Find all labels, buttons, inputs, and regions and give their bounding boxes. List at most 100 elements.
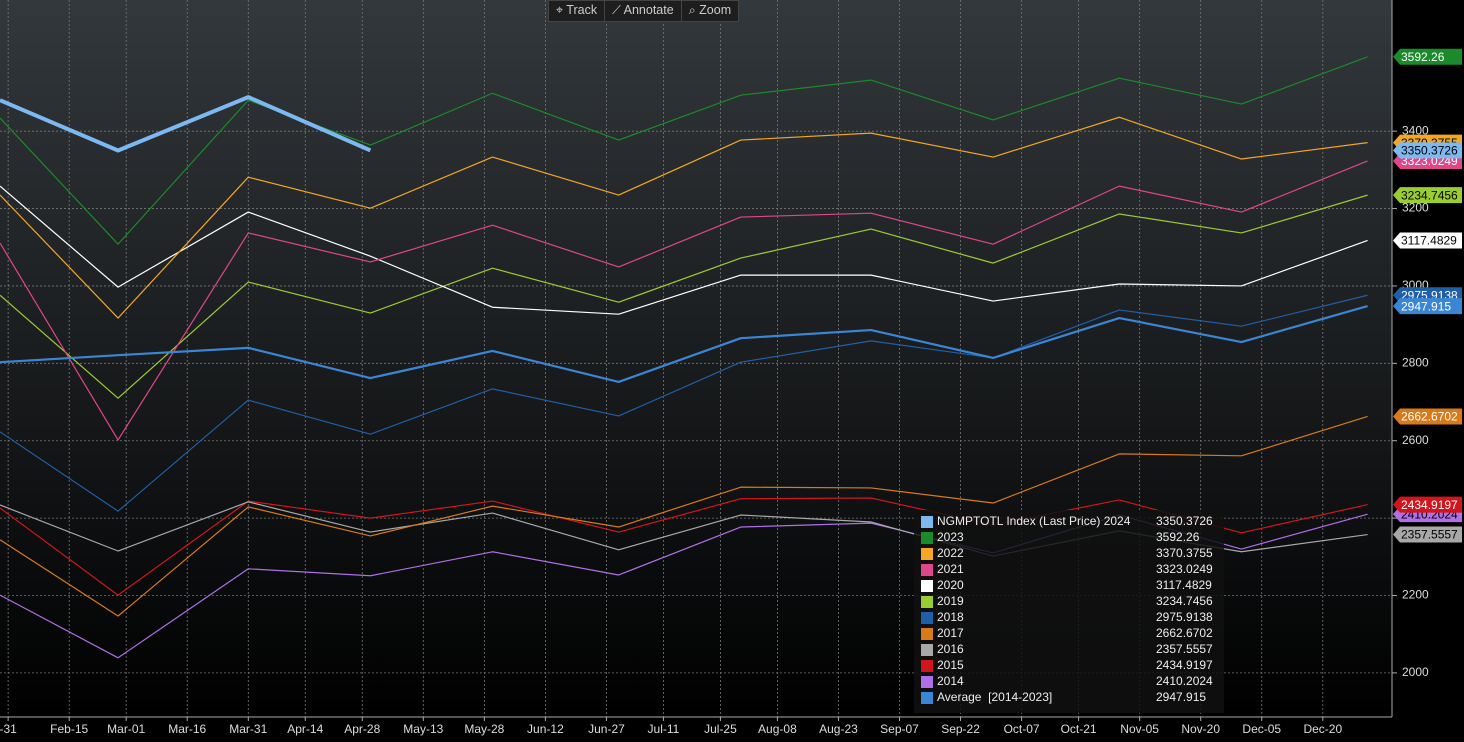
value-tag: [1393, 187, 1462, 204]
axis-background: [0, 717, 1392, 742]
legend-swatch: [921, 660, 933, 672]
x-tick-label: Jul-11: [648, 722, 680, 736]
legend-background: [914, 510, 1224, 713]
value-tag: [1393, 232, 1462, 249]
value-tag-label: 3592.26: [1401, 50, 1445, 64]
series-line: [0, 95, 372, 153]
legend-label: 2018: [937, 610, 964, 624]
legend-value: 2357.5557: [1156, 642, 1213, 656]
legend-value: 3350.3726: [1156, 514, 1213, 528]
x-tick-label: Mar-31: [229, 722, 267, 736]
series-line: [0, 160, 1368, 441]
toolbar: ⌖ Track ⟋ Annotate ⌕ Zoom: [548, 0, 740, 22]
legend-swatch: [921, 628, 933, 640]
y-tick-label: 2600: [1402, 433, 1429, 447]
x-tick-label: Jun-12: [527, 722, 564, 736]
x-tick-label: May-13: [403, 722, 443, 736]
series-line: [0, 185, 1368, 315]
legend-swatch: [921, 580, 933, 592]
legend-label: NGMPTOTL Index (Last Price) 2024: [937, 514, 1131, 528]
x-tick-label: Feb-15: [50, 722, 88, 736]
legend-value: 2410.2024: [1156, 674, 1213, 688]
legend-swatch: [921, 644, 933, 656]
legend-swatch: [921, 564, 933, 576]
legend-label: 2023: [937, 530, 964, 544]
x-tick-label: Oct-07: [1004, 722, 1040, 736]
legend-swatch: [921, 516, 933, 528]
legend-value: 3370.3755: [1156, 546, 1213, 560]
x-tick-label: Nov-20: [1181, 722, 1220, 736]
series-line: [0, 116, 1368, 319]
value-tag-label: 2662.6702: [1401, 410, 1458, 424]
series-line: [0, 294, 1368, 512]
x-tick-label: Dec-05: [1242, 722, 1281, 736]
zoom-label: Zoom: [699, 3, 732, 17]
zoom-button[interactable]: ⌕ Zoom: [688, 3, 732, 17]
series-line: [0, 415, 1368, 617]
y-tick-label: 3400: [1402, 123, 1429, 137]
value-tag-label: 3117.4829: [1401, 234, 1457, 248]
legend-value: 3592.26: [1156, 530, 1200, 544]
value-tag-label: 2357.5557: [1401, 528, 1458, 542]
series-line: [0, 305, 1368, 384]
x-tick-label: -31: [0, 722, 17, 736]
legend-swatch: [921, 548, 933, 560]
series-line: [0, 497, 1368, 596]
legend-label: 2022: [937, 546, 964, 560]
x-tick-label: May-28: [464, 722, 504, 736]
x-tick-label: Oct-21: [1061, 722, 1097, 736]
legend-swatch: [921, 612, 933, 624]
x-tick-label: Aug-08: [758, 722, 797, 736]
annotate-label: Annotate: [623, 3, 674, 17]
value-tag: [1393, 526, 1462, 543]
legend-value: 2947.915: [1156, 690, 1206, 704]
legend: NGMPTOTL Index (Last Price) 2024 3350.372…: [914, 510, 1224, 713]
legend-label: 2015: [937, 658, 964, 672]
legend-value: 3234.7456: [1156, 594, 1213, 608]
x-tick-label: Sep-22: [941, 722, 980, 736]
last-value-tags: 2410.20242434.91972357.55572662.67022975…: [1393, 48, 1462, 543]
legend-value: 3117.4829: [1156, 578, 1212, 592]
value-tag: [1393, 496, 1462, 513]
legend-value: 2434.9197: [1156, 658, 1213, 672]
legend-label: 2019: [937, 594, 964, 608]
y-tick-label: 2200: [1402, 588, 1429, 602]
legend-label: Average [2014-2023]: [937, 690, 1052, 704]
legend-value: 3323.0249: [1156, 562, 1213, 576]
value-tag: [1393, 408, 1462, 425]
x-tick-label: Mar-16: [168, 722, 206, 736]
track-label: Track: [566, 3, 598, 17]
x-tick-label: Sep-07: [880, 722, 919, 736]
x-tick-label: Dec-20: [1303, 722, 1342, 736]
track-button[interactable]: ⌖ Track: [549, 1, 606, 21]
legend-swatch: [921, 596, 933, 608]
x-tick-label: Jul-25: [704, 722, 737, 736]
axes: 20002200240026002800300032003400-31Feb-1…: [0, 0, 1429, 736]
value-tag: [1393, 298, 1462, 315]
value-tag-label: 3350.3726: [1401, 144, 1458, 158]
legend-value: 2975.9138: [1156, 610, 1213, 624]
legend-label: 2020: [937, 578, 964, 592]
series-line: [0, 56, 1368, 245]
y-tick-label: 2000: [1402, 665, 1429, 679]
value-tag-label: 2947.915: [1401, 299, 1451, 313]
value-tag-label: 3234.7456: [1401, 188, 1458, 202]
legend-value: 2662.6702: [1156, 626, 1213, 640]
annotate-button[interactable]: ⟋ Annotate: [605, 1, 682, 21]
x-tick-label: Nov-05: [1120, 722, 1159, 736]
legend-label: 2016: [937, 642, 964, 656]
x-tick-label: Jun-27: [588, 722, 625, 736]
axis-background: [1392, 0, 1464, 742]
legend-label: 2014: [937, 674, 964, 688]
y-tick-label: 2800: [1402, 356, 1429, 370]
x-tick-label: Aug-23: [819, 722, 858, 736]
legend-label: 2021: [937, 562, 964, 576]
legend-swatch: [921, 676, 933, 688]
value-tag: [1393, 142, 1462, 159]
y-tick-label: 3200: [1402, 201, 1429, 215]
x-tick-label: Apr-14: [287, 722, 323, 736]
value-tag: [1393, 48, 1462, 65]
value-tag-label: 2434.9197: [1401, 498, 1458, 512]
